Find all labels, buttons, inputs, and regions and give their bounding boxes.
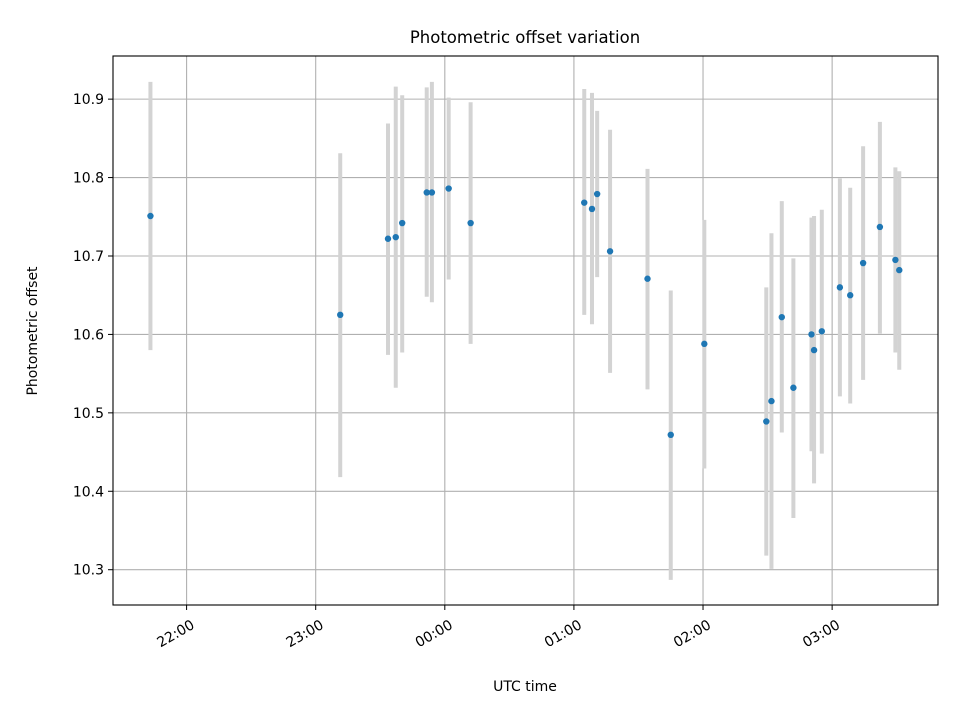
data-point [147,212,154,220]
chart-title: Photometric offset variation [410,28,640,47]
data-point [392,233,399,241]
data-point [859,259,867,267]
data-point [896,266,903,274]
data-point [847,292,854,299]
y-tick-label: 10.3 [73,563,104,579]
y-axis-ticks: 10.3 10.4 10.5 10.6 10.7 10.8 10.9 [73,92,113,579]
plot-frame [112,55,939,606]
data-point [337,311,344,319]
data-point [467,219,474,227]
data-point [423,189,430,196]
y-tick-label: 10.5 [73,406,104,422]
data-point [778,313,785,321]
x-axis-label: UTC time [493,679,557,695]
data-point [876,223,884,231]
y-tick-label: 10.6 [73,327,104,343]
data-point [836,284,844,291]
data-point [768,397,775,405]
data-point [790,384,797,391]
data-point [445,185,452,192]
data-point [581,199,588,206]
data-point [808,331,815,338]
y-axis-label: Photometric offset [25,266,41,396]
data-point [606,248,614,255]
data-point [763,418,770,425]
data-point [701,340,708,348]
data-point [428,189,436,196]
data-point [593,190,601,198]
data-point [667,431,674,439]
data-points [147,185,903,439]
y-tick-label: 10.7 [73,249,104,265]
data-point [810,346,818,354]
grid-lines [113,56,938,605]
data-point [399,219,406,227]
y-tick-label: 10.8 [73,171,104,187]
data-point [644,275,651,282]
y-tick-label: 10.4 [73,484,104,500]
y-tick-label: 10.9 [73,92,104,108]
data-point [892,256,899,264]
data-point [818,328,826,335]
data-point [588,205,596,213]
data-point [384,235,392,242]
